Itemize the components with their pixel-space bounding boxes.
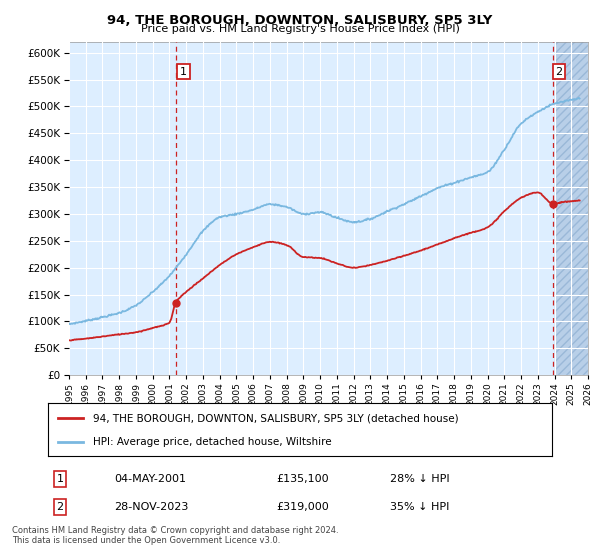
Text: 2: 2 [556,67,563,77]
Text: £319,000: £319,000 [276,502,329,512]
Text: Price paid vs. HM Land Registry's House Price Index (HPI): Price paid vs. HM Land Registry's House … [140,24,460,34]
Text: HPI: Average price, detached house, Wiltshire: HPI: Average price, detached house, Wilt… [94,436,332,446]
Text: Contains HM Land Registry data © Crown copyright and database right 2024.: Contains HM Land Registry data © Crown c… [12,526,338,535]
Bar [554,42,588,375]
Text: 1: 1 [180,67,187,77]
Bar [554,42,588,375]
Text: This data is licensed under the Open Government Licence v3.0.: This data is licensed under the Open Gov… [12,536,280,545]
Text: 1: 1 [56,474,64,484]
Text: 28-NOV-2023: 28-NOV-2023 [114,502,188,512]
Text: 2: 2 [56,502,64,512]
Text: 94, THE BOROUGH, DOWNTON, SALISBURY, SP5 3LY: 94, THE BOROUGH, DOWNTON, SALISBURY, SP5… [107,14,493,27]
Text: 35% ↓ HPI: 35% ↓ HPI [390,502,449,512]
Text: 94, THE BOROUGH, DOWNTON, SALISBURY, SP5 3LY (detached house): 94, THE BOROUGH, DOWNTON, SALISBURY, SP5… [94,413,459,423]
Text: 04-MAY-2001: 04-MAY-2001 [114,474,186,484]
Text: 28% ↓ HPI: 28% ↓ HPI [390,474,449,484]
Text: £135,100: £135,100 [276,474,329,484]
